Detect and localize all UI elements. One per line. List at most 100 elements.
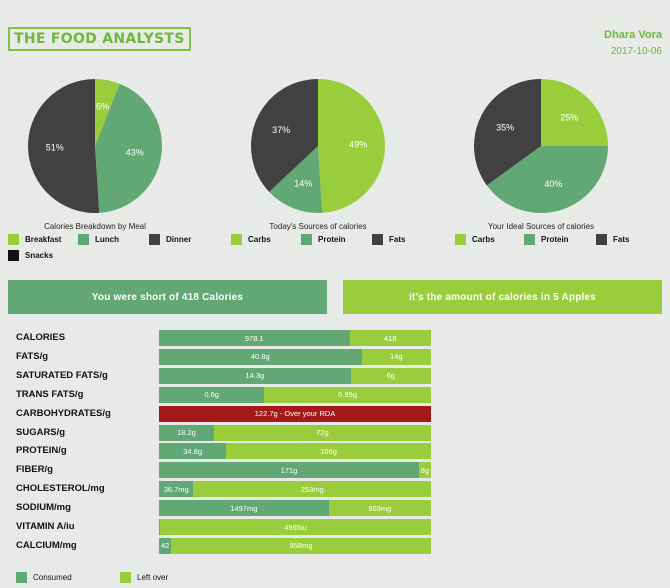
- nutrient-label: SUGARS/g: [16, 426, 66, 438]
- user-name: Dhara Vora: [604, 29, 662, 41]
- bar-segment-consumed: 14.3g: [159, 367, 351, 384]
- nutrient-label: CARBOHYDRATES/g: [16, 407, 111, 419]
- legend-item-carbs: Carbs: [231, 234, 271, 245]
- apples-text: it's the amount of calories in 5 Apples: [408, 291, 597, 303]
- legend-item-left-over: Left over: [120, 572, 168, 583]
- pie-slice-breakfast: [95, 79, 120, 146]
- pie-slice-label: 40%: [544, 179, 562, 189]
- nutrient-label: SODIUM/mg: [16, 502, 71, 514]
- nutrient-bar: 1497mg 903mg: [159, 500, 431, 517]
- pie-chart-today: 49% 14% 37% Today's Sources of calories: [218, 76, 418, 231]
- apples-banner: it's the amount of calories in 5 Apples: [343, 280, 662, 314]
- nutrient-label: CALCIUM/mg: [16, 539, 77, 551]
- bar-segment-left-over: 14g: [361, 348, 431, 365]
- pie-meal-svg: 6% 43% 51%: [27, 79, 162, 214]
- legend-swatch: [120, 572, 131, 583]
- pie-ideal-title: Your Ideal Sources of calories: [488, 222, 594, 231]
- bar-segment-left-over: 0.95g: [264, 386, 431, 403]
- legend-item-snacks: Snacks: [8, 250, 53, 261]
- nutrient-bar: 171g 8g: [159, 462, 431, 479]
- pie-today-svg: 49% 14% 37%: [251, 79, 385, 213]
- pie-slice-carbs: [541, 79, 608, 146]
- nutrient-label: CHOLESTEROL/mg: [16, 483, 105, 495]
- pie-chart-ideal: 25% 40% 35% Your Ideal Sources of calories: [441, 76, 641, 231]
- nutrient-label: CALORIES: [16, 332, 66, 343]
- bar-segment-consumed: 171g: [159, 462, 419, 479]
- legend-swatch: [149, 234, 160, 245]
- legend-item-breakfast: Breakfast: [8, 234, 61, 245]
- nutrient-label: VITAMIN A/iu: [16, 521, 75, 532]
- bar-segment-left-over: 4965iu: [160, 519, 431, 535]
- legend-item-consumed: Consumed: [16, 572, 72, 583]
- calorie-short-text: You were short of 418 Calories: [91, 291, 244, 303]
- legend-label: Consumed: [33, 573, 72, 582]
- bar-segment-consumed: 34.8g: [159, 443, 227, 460]
- pie-slice-fats: [251, 79, 318, 192]
- bar-segment-left-over: 958mg: [171, 537, 431, 554]
- legend-label: Carbs: [248, 235, 271, 244]
- nutrient-label: SATURATED FATS/g: [16, 369, 108, 381]
- legend-swatch: [16, 572, 27, 583]
- nutrient-bar: 40.8g 14g: [159, 348, 431, 365]
- legend-swatch: [78, 234, 89, 245]
- legend-swatch: [301, 234, 312, 245]
- pie-slice-fats: [474, 79, 541, 186]
- pie-slice-label: 14%: [294, 178, 312, 188]
- bar-segment-consumed: 0.6g: [159, 386, 265, 403]
- nutrient-label: TRANS FATS/g: [16, 388, 84, 400]
- legend-label: Fats: [613, 235, 630, 244]
- legend-swatch: [596, 234, 607, 245]
- pie-slice-label: 51%: [46, 142, 64, 152]
- bar-segment-left-over: 72g: [213, 424, 431, 441]
- pie-slice-protein: [486, 146, 608, 213]
- legend-item-fats: Fats: [372, 234, 405, 245]
- legend-item-protein: Protein: [301, 234, 346, 245]
- pie-slice-label: 35%: [496, 123, 514, 133]
- pie-ideal-svg: 25% 40% 35%: [474, 79, 608, 213]
- nutrient-bar: 42 958mg: [159, 537, 431, 554]
- pie-slice-label: 49%: [349, 140, 367, 150]
- nutrient-bar: 122.7g - Over your RDA: [159, 405, 431, 422]
- bar-segment-left-over: 6g: [350, 367, 431, 384]
- bar-segment-left-over: 8g: [418, 462, 431, 479]
- pie-slice-label: 6%: [96, 102, 109, 112]
- legend-label: Carbs: [472, 235, 495, 244]
- bar-segment-consumed: 1497mg: [159, 500, 329, 517]
- bar-segment-consumed: 978.1: [159, 330, 350, 346]
- nutrient-bar: 4965iu: [159, 519, 431, 535]
- pie-slice-label: 43%: [126, 147, 144, 157]
- bar-segment-left-over: 253mg: [193, 481, 431, 498]
- pie-slice-dinner: [27, 79, 100, 214]
- bar-segment-left-over: 418: [349, 330, 431, 346]
- legend-swatch: [231, 234, 242, 245]
- bar-segment-consumed: 18.2g: [159, 424, 214, 441]
- app-logo: THE FOOD ANALYSTS: [8, 27, 191, 51]
- pie-slice-label: 25%: [560, 113, 578, 123]
- calorie-short-banner: You were short of 418 Calories: [8, 280, 327, 314]
- report-date: 2017-10-06: [610, 46, 662, 57]
- legend-label: Protein: [318, 235, 346, 244]
- bar-segment-consumed: 36.7mg: [159, 481, 194, 498]
- legend-label: Left over: [137, 573, 169, 582]
- pie-slice-label: 37%: [272, 125, 290, 135]
- nutrient-bar: 978.1 418: [159, 330, 431, 346]
- legend-label: Breakfast: [25, 235, 62, 244]
- legend-item-protein: Protein: [524, 234, 569, 245]
- legend-label: Protein: [541, 235, 569, 244]
- legend-label: Snacks: [25, 251, 54, 260]
- pie-today-title: Today's Sources of calories: [269, 222, 367, 231]
- nutrient-bar: 0.6g 0.95g: [159, 386, 431, 403]
- nutrient-label: PROTEIN/g: [16, 445, 67, 457]
- nutrient-bar: 34.8g 106g: [159, 443, 431, 460]
- pie-slice-lunch: [95, 83, 162, 213]
- nutrient-bar: 18.2g 72g: [159, 424, 431, 441]
- legend-item-dinner: Dinner: [149, 234, 191, 245]
- legend-swatch: [8, 250, 19, 261]
- bar-segment-consumed: [159, 519, 161, 535]
- bar-segment-consumed: 42: [159, 537, 172, 554]
- pie-chart-meal: 6% 43% 51% Calories Breakdown by Meal: [0, 76, 195, 231]
- nutrient-bar: 36.7mg 253mg: [159, 481, 431, 498]
- legend-swatch: [455, 234, 466, 245]
- pie-slice-carbs: [318, 79, 385, 213]
- bar-segment-left-over: 903mg: [328, 500, 431, 517]
